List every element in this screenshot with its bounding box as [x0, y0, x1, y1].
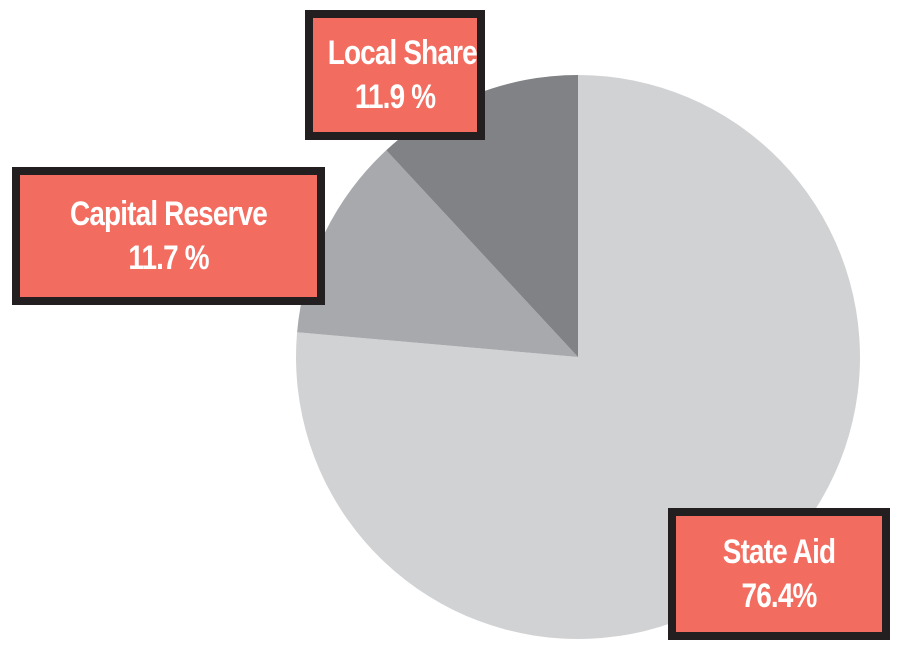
slice-value: 76.4%	[741, 577, 818, 615]
pie-slice	[386, 75, 578, 357]
slice-label: Capital Reserve 11.7 %	[12, 167, 325, 305]
slice-name: Capital Reserve	[70, 195, 268, 233]
slice-name: Local Share	[327, 34, 478, 72]
slice-value: 11.7 %	[128, 239, 209, 277]
slice-label: State Aid 76.4%	[668, 508, 890, 640]
pie-slice	[297, 150, 578, 357]
slice-value: 11.9 %	[354, 78, 436, 116]
slice-label: Local Share 11.9 %	[305, 10, 485, 140]
slice-name: State Aid	[722, 533, 836, 571]
